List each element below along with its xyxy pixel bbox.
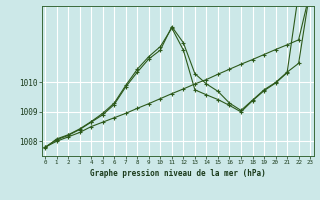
X-axis label: Graphe pression niveau de la mer (hPa): Graphe pression niveau de la mer (hPa) xyxy=(90,169,266,178)
